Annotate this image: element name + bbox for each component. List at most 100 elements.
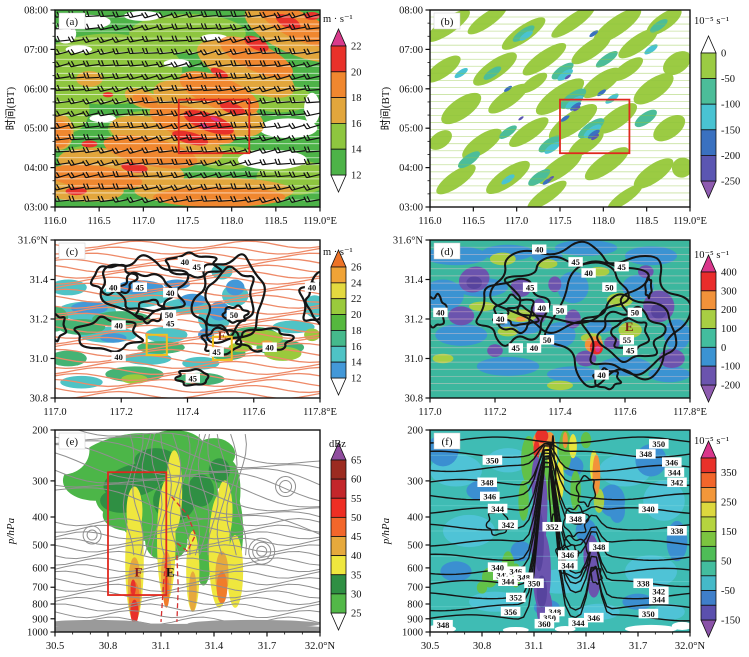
wind-barb bbox=[82, 98, 99, 105]
contour-loop bbox=[644, 276, 653, 300]
wind-barb bbox=[186, 146, 203, 153]
streamline bbox=[55, 452, 320, 508]
x-tick-label: 117.4 bbox=[176, 407, 200, 418]
wind-barb bbox=[141, 147, 158, 154]
x-tick-label: 117.2 bbox=[110, 407, 133, 418]
streamline bbox=[55, 330, 320, 339]
colorbar-segment bbox=[330, 298, 347, 315]
shading-blob bbox=[272, 320, 315, 334]
plot-frame bbox=[429, 429, 691, 633]
shading-blob bbox=[467, 10, 507, 35]
wind-barb bbox=[141, 196, 158, 204]
wind-barb bbox=[288, 122, 306, 130]
wind-barb bbox=[273, 196, 291, 204]
contour-label: 350 bbox=[486, 455, 499, 465]
wind-barb bbox=[244, 48, 262, 55]
contour-label: 338 bbox=[637, 579, 650, 589]
shading-blob bbox=[55, 164, 143, 191]
wind-barb bbox=[155, 184, 173, 191]
wind-barb bbox=[274, 35, 291, 43]
wind-barb bbox=[155, 122, 173, 130]
streamline bbox=[55, 294, 320, 303]
contour-loop bbox=[89, 263, 139, 296]
wind-barb bbox=[67, 60, 85, 68]
y-tick-label: 30.8 bbox=[30, 394, 48, 405]
contour-label-chip bbox=[638, 503, 659, 514]
x-tick-label: 117.6 bbox=[613, 407, 636, 418]
wind-barb bbox=[259, 73, 276, 80]
wind-barb bbox=[185, 184, 203, 191]
shading-blob bbox=[187, 474, 214, 507]
y-tick-label: 200 bbox=[407, 426, 423, 437]
wind-barb bbox=[303, 23, 320, 30]
shading-blob bbox=[547, 380, 573, 391]
x-tick-label: 30.5 bbox=[46, 641, 64, 652]
streamline bbox=[55, 537, 320, 546]
streamline bbox=[55, 312, 320, 321]
shading-blob bbox=[625, 624, 677, 632]
colorbar-tick-label: 20 bbox=[351, 310, 362, 321]
wind-barb bbox=[141, 11, 158, 19]
shading-blob bbox=[132, 93, 158, 108]
streamline bbox=[55, 324, 320, 333]
colorbar-tick-label: 16 bbox=[351, 342, 362, 353]
shading-blob bbox=[275, 14, 301, 30]
colorbar-segment bbox=[700, 103, 717, 131]
x-tick-label: 31.4 bbox=[577, 641, 596, 652]
wind-barb bbox=[97, 10, 114, 18]
wind-barb bbox=[229, 85, 247, 93]
wind-barb bbox=[289, 48, 306, 55]
colorbar-tick-label: 12 bbox=[351, 171, 362, 182]
contour-label-chip bbox=[532, 244, 547, 254]
contour-label: 348 bbox=[437, 620, 450, 630]
contour-label: 40 bbox=[584, 268, 593, 278]
contour-label-chip bbox=[627, 307, 643, 318]
streamline bbox=[55, 306, 320, 315]
wind-barb bbox=[273, 135, 291, 142]
panel-a: (a) 116.0 116.5 117.0 117.5 118.0 118.5 119.0°E… bbox=[4, 6, 362, 228]
y-tick-label: 04:00 bbox=[24, 163, 48, 174]
panel-label-chip bbox=[58, 432, 86, 450]
shading-blob bbox=[559, 88, 587, 109]
contour-label: 40 bbox=[265, 342, 274, 352]
shading-blob bbox=[618, 28, 658, 59]
y-tick-label: 30.8 bbox=[405, 394, 423, 405]
contour-label: 45 bbox=[212, 347, 221, 357]
contour-label-chip bbox=[433, 307, 448, 318]
y-tick-label: 1000 bbox=[27, 628, 48, 639]
contour-label: 45 bbox=[571, 257, 580, 267]
contour-label-chip bbox=[132, 282, 147, 292]
contour-line bbox=[430, 449, 690, 531]
wind-barb bbox=[274, 97, 291, 104]
wind-barb bbox=[55, 159, 70, 166]
contour-label-chip bbox=[482, 455, 503, 465]
colorbar-tick-label: -50 bbox=[721, 586, 735, 597]
shading-blob bbox=[609, 498, 625, 523]
wind-barb bbox=[215, 10, 232, 18]
contour-label: 55 bbox=[623, 335, 632, 345]
colorbar-segment bbox=[700, 590, 717, 606]
wind-barb bbox=[171, 146, 188, 153]
wind-barb bbox=[97, 60, 114, 67]
wind-barb bbox=[141, 184, 158, 191]
colorbar-segment bbox=[700, 365, 717, 386]
wind-barb bbox=[244, 171, 262, 178]
contour-label-chip bbox=[526, 343, 542, 353]
contour-loop bbox=[562, 504, 590, 538]
wind-barb bbox=[82, 48, 99, 56]
shading-blob bbox=[440, 561, 472, 582]
y-tick-label: 700 bbox=[32, 583, 48, 594]
wind-barb bbox=[274, 171, 291, 178]
shading-blob bbox=[166, 450, 183, 531]
colorbar-segment bbox=[330, 555, 347, 576]
highlight-box bbox=[559, 98, 631, 155]
streamline bbox=[55, 252, 320, 261]
wind-barb bbox=[55, 48, 70, 56]
wind-barb bbox=[141, 122, 158, 129]
wind-barb bbox=[55, 110, 70, 117]
wind-barb bbox=[288, 171, 306, 178]
wind-barb bbox=[156, 85, 173, 92]
x-tick-label: 116.5 bbox=[88, 216, 111, 227]
streamline-vertical bbox=[169, 433, 182, 556]
